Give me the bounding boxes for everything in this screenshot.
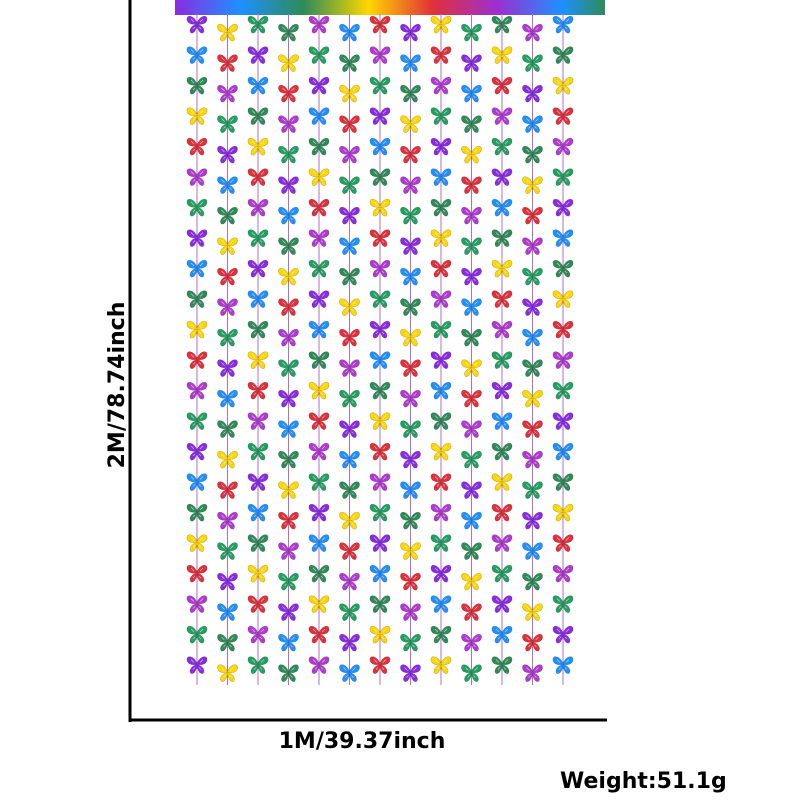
- weight-label: Weight:51.1g: [560, 769, 727, 794]
- butterfly-strands: [186, 14, 574, 685]
- curtain-header: [175, 0, 605, 15]
- width-label: 1M/39.37inch: [279, 729, 446, 754]
- height-label: 2M/78.74inch: [105, 302, 130, 469]
